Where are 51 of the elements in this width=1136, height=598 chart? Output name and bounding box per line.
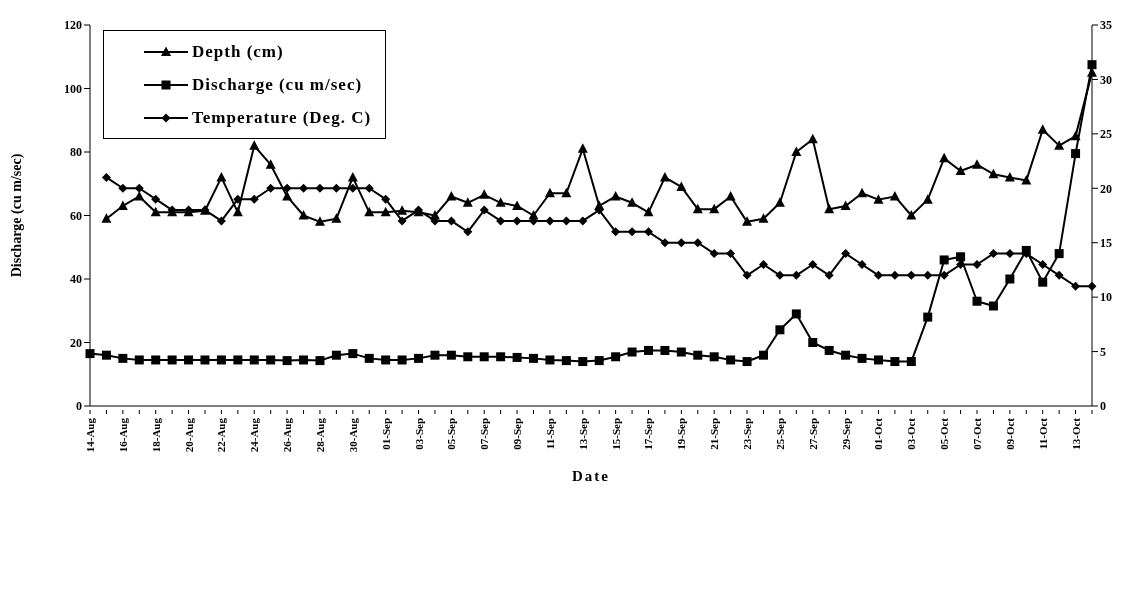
- y2-tick-label: 25: [1100, 127, 1112, 142]
- x-tick-label: 18-Aug: [149, 417, 162, 453]
- x-tick-label: 11-Oct: [1036, 417, 1049, 450]
- y2-tick-label: 10: [1100, 290, 1112, 305]
- x-tick-label: 07-Oct: [971, 417, 984, 450]
- x-tick-label: 07-Sep: [478, 418, 491, 450]
- y2-tick-label: 15: [1100, 235, 1112, 250]
- x-tick-label: 16-Aug: [116, 417, 129, 453]
- y-tick-label: 120: [64, 18, 82, 33]
- x-tick-label: 29-Sep: [839, 418, 852, 450]
- x-axis-title: Date: [572, 468, 610, 484]
- x-tick-label: 05-Oct: [938, 417, 951, 450]
- y2-tick-label: 20: [1100, 181, 1112, 196]
- x-tick-label: 27-Sep: [806, 418, 819, 450]
- x-tick-label: 09-Oct: [1003, 417, 1016, 450]
- y-tick-label: 100: [64, 81, 82, 96]
- x-tick-label: 26-Aug: [281, 417, 294, 453]
- x-tick-label: 23-Sep: [741, 418, 754, 450]
- y2-tick-label: 30: [1100, 72, 1112, 87]
- y-tick-label: 80: [70, 145, 82, 160]
- x-tick-label: 15-Sep: [609, 418, 622, 450]
- x-tick-label: 01-Oct: [872, 417, 885, 450]
- y-tick-label: 0: [76, 399, 82, 414]
- x-tick-label: 11-Sep: [543, 418, 556, 450]
- x-tick-label: 20-Aug: [182, 417, 195, 453]
- x-tick-label: 30-Aug: [346, 417, 359, 453]
- x-tick-label: 28-Aug: [313, 417, 326, 453]
- x-tick-label: 01-Sep: [379, 418, 392, 450]
- x-tick-label: 13-Sep: [576, 418, 589, 450]
- y2-tick-label: 0: [1100, 399, 1106, 414]
- x-tick-label: 14-Aug: [84, 417, 96, 453]
- y-tick-label: 60: [70, 208, 82, 223]
- x-tick-label: 09-Sep: [511, 418, 524, 450]
- x-tick-label: 05-Sep: [445, 418, 458, 450]
- legend-label: Depth (cm): [192, 41, 284, 62]
- x-tick-label: 24-Aug: [248, 417, 261, 453]
- x-tick-label: 03-Oct: [905, 417, 918, 450]
- legend-label: Temperature (Deg. C): [192, 107, 372, 128]
- y2-tick-label: 35: [1100, 18, 1112, 33]
- x-tick-label: 21-Sep: [708, 418, 721, 450]
- x-tick-label: 19-Sep: [675, 418, 688, 450]
- x-tick-label: 03-Sep: [412, 418, 425, 450]
- y2-tick-label: 5: [1100, 344, 1106, 359]
- x-tick-label: 13-Oct: [1069, 417, 1082, 450]
- x-tick-label: 22-Aug: [215, 417, 228, 453]
- x-tick-label: 25-Sep: [773, 418, 786, 450]
- y-axis-title: Discharge (cu m/sec): [8, 153, 25, 278]
- y-tick-label: 20: [70, 335, 82, 350]
- x-tick-label: 17-Sep: [642, 418, 655, 450]
- legend-label: Discharge (cu m/sec): [192, 74, 363, 95]
- y-tick-label: 40: [70, 272, 82, 287]
